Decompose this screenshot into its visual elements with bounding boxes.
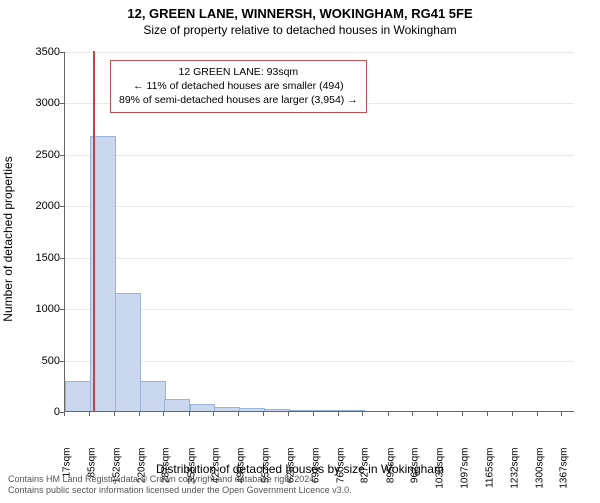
x-tick-mark xyxy=(288,412,289,416)
marker-info-box: 12 GREEN LANE: 93sqm ← 11% of detached h… xyxy=(110,60,367,113)
x-tick-mark xyxy=(462,412,463,416)
infobox-line-3: 89% of semi-detached houses are larger (… xyxy=(119,93,358,107)
histogram-bar xyxy=(190,404,216,411)
x-tick-mark xyxy=(338,412,339,416)
gridline-h xyxy=(65,309,574,310)
gridline-h xyxy=(65,206,574,207)
y-tick-label: 0 xyxy=(10,406,60,418)
footer-attribution: Contains HM Land Registry data © Crown c… xyxy=(8,474,352,496)
footer-line-1: Contains HM Land Registry data © Crown c… xyxy=(8,474,352,485)
x-tick-mark xyxy=(388,412,389,416)
y-tick-mark xyxy=(60,103,64,104)
histogram-bar xyxy=(289,410,315,412)
x-tick-mark xyxy=(163,412,164,416)
infobox-line-1: 12 GREEN LANE: 93sqm xyxy=(119,65,358,79)
y-tick-label: 2000 xyxy=(10,200,60,212)
y-tick-mark xyxy=(60,52,64,53)
histogram-bar xyxy=(115,293,141,411)
y-tick-mark xyxy=(60,309,64,310)
y-tick-mark xyxy=(60,206,64,207)
chart-title-sub: Size of property relative to detached ho… xyxy=(0,21,600,37)
x-tick-mark xyxy=(213,412,214,416)
y-tick-mark xyxy=(60,258,64,259)
x-tick-mark xyxy=(512,412,513,416)
x-tick-mark xyxy=(64,412,65,416)
y-tick-label: 1000 xyxy=(10,303,60,315)
y-tick-label: 2500 xyxy=(10,149,60,161)
x-tick-mark xyxy=(238,412,239,416)
histogram-bar xyxy=(214,407,240,411)
property-marker-line xyxy=(93,51,95,411)
x-tick-mark xyxy=(114,412,115,416)
x-tick-mark xyxy=(263,412,264,416)
chart-title-main: 12, GREEN LANE, WINNERSH, WOKINGHAM, RG4… xyxy=(0,0,600,21)
footer-line-2: Contains public sector information licen… xyxy=(8,485,352,496)
y-tick-label: 3000 xyxy=(10,97,60,109)
gridline-h xyxy=(65,258,574,259)
y-tick-mark xyxy=(60,361,64,362)
y-tick-label: 500 xyxy=(10,355,60,367)
x-tick-mark xyxy=(437,412,438,416)
histogram-bar xyxy=(65,381,91,411)
histogram-bar xyxy=(339,410,365,411)
y-tick-mark xyxy=(60,155,64,156)
y-axis-label: Number of detached properties xyxy=(1,156,15,321)
histogram-bar xyxy=(264,409,290,411)
histogram-bar xyxy=(239,408,265,411)
histogram-bar xyxy=(164,399,190,411)
x-tick-mark xyxy=(313,412,314,416)
infobox-line-2: ← 11% of detached houses are smaller (49… xyxy=(119,79,358,93)
x-tick-mark xyxy=(412,412,413,416)
histogram-bar xyxy=(140,381,166,411)
x-tick-mark xyxy=(561,412,562,416)
chart-container: 12, GREEN LANE, WINNERSH, WOKINGHAM, RG4… xyxy=(0,0,600,500)
x-tick-mark xyxy=(487,412,488,416)
histogram-bar xyxy=(314,410,340,411)
gridline-h xyxy=(65,361,574,362)
gridline-h xyxy=(65,52,574,53)
x-tick-mark xyxy=(139,412,140,416)
x-tick-mark xyxy=(537,412,538,416)
x-tick-mark xyxy=(189,412,190,416)
y-tick-label: 3500 xyxy=(10,46,60,58)
y-tick-label: 1500 xyxy=(10,252,60,264)
x-tick-mark xyxy=(362,412,363,416)
x-tick-mark xyxy=(89,412,90,416)
gridline-h xyxy=(65,155,574,156)
